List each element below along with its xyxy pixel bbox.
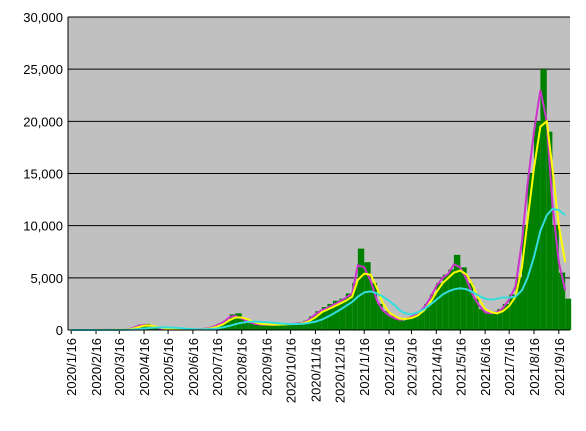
bar (229, 314, 236, 330)
x-tick-label: 2021/8/16 (527, 338, 542, 396)
x-tick-label: 2020/8/16 (235, 338, 250, 396)
bar (411, 315, 418, 330)
bar (144, 323, 151, 330)
bar (558, 272, 566, 330)
y-tick-label: 5,000 (30, 271, 63, 286)
bar (345, 293, 353, 330)
bar (370, 283, 378, 330)
bar (478, 309, 486, 330)
y-tick-label: 20,000 (23, 114, 63, 129)
bar (290, 323, 297, 330)
x-tick-label: 2020/2/16 (89, 338, 104, 396)
x-tick-label: 2020/7/16 (210, 338, 225, 396)
bar (546, 131, 553, 330)
x-tick-label: 2021/2/16 (382, 338, 397, 396)
bar (405, 318, 412, 330)
y-tick-label: 25,000 (23, 62, 63, 77)
x-tick-label: 2020/12/16 (332, 338, 347, 403)
bar (460, 267, 467, 330)
bar (521, 225, 528, 330)
bar (473, 298, 479, 330)
bar (491, 312, 498, 330)
bar (399, 320, 406, 330)
bar (466, 283, 474, 330)
x-tick-label: 2020/10/16 (284, 338, 299, 403)
bar (248, 320, 255, 330)
x-tick-label: 2020/6/16 (186, 338, 201, 396)
x-tick-label: 2021/4/16 (429, 338, 444, 396)
bar (333, 300, 340, 330)
bar (339, 298, 346, 330)
bar (382, 311, 390, 330)
bar (266, 323, 273, 330)
bar (364, 262, 371, 330)
bar (436, 283, 443, 330)
bar (533, 121, 541, 330)
bar (377, 303, 383, 330)
bar (223, 320, 230, 330)
x-tick-label: 2020/5/16 (161, 338, 176, 396)
bar (395, 319, 400, 330)
x-tick-label: 2021/7/16 (502, 338, 517, 396)
bar (254, 322, 261, 330)
x-tick-label: 2021/9/16 (552, 338, 567, 396)
x-tick-label: 2020/4/16 (137, 338, 152, 396)
bar (552, 225, 559, 330)
bar (429, 294, 437, 330)
x-tick-label: 2020/1/16 (64, 338, 79, 396)
y-tick-label: 10,000 (23, 219, 63, 234)
x-tick-label: 2021/1/16 (357, 338, 372, 396)
x-tick-label: 2021/6/16 (478, 338, 493, 396)
line (71, 119, 567, 331)
bar (442, 274, 449, 330)
x-tick-label: 2020/11/16 (308, 338, 323, 402)
bar (497, 309, 503, 330)
x-tick-label: 2021/5/16 (453, 338, 468, 396)
bar (327, 303, 334, 330)
bar (417, 311, 425, 330)
bar (260, 324, 267, 330)
bar (448, 269, 454, 330)
bar (284, 323, 291, 330)
bar (540, 69, 547, 331)
y-tick-label: 0 (56, 323, 63, 338)
bar (303, 320, 309, 330)
bar (515, 277, 522, 330)
y-tick-label: 15,000 (23, 167, 63, 182)
bar (453, 254, 461, 330)
bar (241, 318, 249, 330)
bar (357, 248, 365, 330)
bar (565, 298, 572, 330)
line (71, 207, 566, 331)
x-tick-label: 2020/9/16 (260, 338, 275, 396)
bar (485, 312, 492, 330)
bar (502, 303, 510, 330)
y-tick-label: 30,000 (23, 10, 63, 25)
bar (389, 315, 396, 330)
bar (235, 313, 242, 330)
bar (352, 283, 358, 330)
bar (272, 325, 279, 330)
x-tick-label: 2020/3/16 (112, 338, 127, 396)
bar (527, 173, 534, 330)
bar (296, 322, 304, 330)
bar (424, 303, 430, 330)
x-tick-label: 2021/3/16 (404, 338, 419, 396)
bar (278, 323, 285, 330)
bar (509, 294, 516, 330)
